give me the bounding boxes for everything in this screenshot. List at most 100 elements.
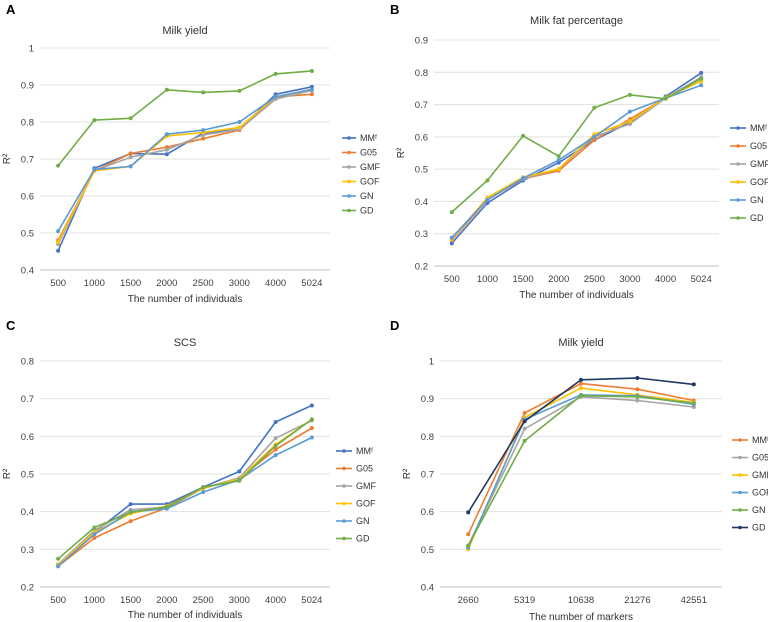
y-tick-label: 0.7 xyxy=(421,470,434,481)
data-point xyxy=(449,210,454,215)
x-tick-label: 5024 xyxy=(301,595,322,606)
legend-marker xyxy=(347,194,351,198)
data-point xyxy=(522,426,527,431)
y-tick-label: 1 xyxy=(29,44,34,55)
y-tick-label: 0.5 xyxy=(21,470,34,481)
y-tick-label: 0.6 xyxy=(21,192,34,203)
y-tick-label: 0.3 xyxy=(415,229,428,240)
legend-item: GD xyxy=(732,523,766,533)
legend-label: G05 xyxy=(752,453,768,463)
series-line xyxy=(57,418,313,560)
series-line xyxy=(451,77,702,241)
data-point xyxy=(237,125,242,130)
y-tick-label: 0.3 xyxy=(21,545,34,556)
data-point xyxy=(56,248,61,253)
legend-item: GN xyxy=(732,505,766,515)
series-GOF xyxy=(449,79,704,242)
x-axis-label: The number of individuals xyxy=(128,294,243,305)
data-point xyxy=(309,87,314,92)
x-tick-label: 1500 xyxy=(512,274,533,285)
chart-panel-B: B Milk fat percentage 0.2 0.3 0.4 0.5 0.6 0.7 0.… xyxy=(390,2,768,301)
data-point xyxy=(128,151,133,156)
data-point xyxy=(579,377,583,382)
y-tick-label: 0.9 xyxy=(21,81,34,92)
legend-label: GMF xyxy=(750,159,768,169)
x-tick-label: 5024 xyxy=(301,278,322,289)
data-point xyxy=(635,394,640,399)
data-point xyxy=(128,164,133,169)
legend-marker xyxy=(736,126,740,130)
x-tick-label: 500 xyxy=(444,274,460,285)
series-GD xyxy=(56,68,314,168)
data-point xyxy=(485,178,490,183)
legend-marker xyxy=(347,165,351,169)
data-point xyxy=(579,386,583,391)
data-point xyxy=(56,564,61,569)
legend-marker xyxy=(342,466,346,471)
series-GN xyxy=(56,87,314,234)
y-tick-label: 0.8 xyxy=(421,432,434,443)
y-axis-label: R² xyxy=(2,468,13,479)
data-point xyxy=(237,88,242,93)
y-tick-label: 0.6 xyxy=(415,132,428,143)
y-tick-label: 1 xyxy=(429,357,434,368)
chart-title: SCS xyxy=(174,337,197,349)
data-point xyxy=(164,132,169,137)
data-point xyxy=(92,118,97,123)
data-point xyxy=(273,420,278,425)
legend-marker xyxy=(347,208,351,213)
data-point xyxy=(273,453,278,458)
legend-label: G05 xyxy=(356,464,373,474)
legend-label: GD xyxy=(356,534,370,544)
series-G05 xyxy=(466,394,696,548)
legend-marker xyxy=(738,438,742,442)
data-point xyxy=(592,134,597,139)
series-GOF xyxy=(56,87,314,245)
y-tick-label: 0.7 xyxy=(21,394,34,405)
data-point xyxy=(699,76,704,81)
y-tick-label: 0.8 xyxy=(415,68,428,79)
x-tick-label: 4000 xyxy=(265,595,286,606)
y-tick-label: 0.8 xyxy=(21,118,34,129)
x-tick-label: 2500 xyxy=(193,278,214,289)
data-point xyxy=(449,241,454,246)
legend-label: GD xyxy=(750,213,764,223)
legend-label: GMF xyxy=(360,162,380,172)
panel-letter: D xyxy=(390,318,399,333)
data-point xyxy=(56,163,61,168)
legend-marker xyxy=(347,150,351,155)
legend-label: GOF xyxy=(752,488,768,498)
legend-label: GD xyxy=(360,206,374,216)
data-point xyxy=(579,381,583,386)
data-point xyxy=(56,240,61,245)
data-point xyxy=(635,387,640,392)
series-G05 xyxy=(449,76,704,243)
data-point xyxy=(522,419,527,424)
y-tick-label: 0.7 xyxy=(415,100,428,111)
data-point xyxy=(164,147,169,152)
data-point xyxy=(237,120,242,124)
data-point xyxy=(164,504,169,509)
legend-item: GOF xyxy=(730,177,768,187)
data-point xyxy=(309,92,314,97)
legend-label: GN xyxy=(360,191,374,201)
data-point xyxy=(56,556,61,561)
legend-marker xyxy=(342,484,346,488)
legend-marker xyxy=(736,180,740,184)
series-line xyxy=(57,404,313,566)
legend-label: GN xyxy=(356,516,370,526)
data-point xyxy=(201,136,206,141)
data-point xyxy=(92,536,97,541)
data-point xyxy=(92,532,97,537)
data-point xyxy=(128,519,133,524)
x-tick-label: 2660 xyxy=(458,595,479,606)
data-point xyxy=(309,435,314,440)
series-GN xyxy=(466,393,696,548)
x-tick-label: 3000 xyxy=(229,278,250,289)
legend-label: MMᶠ xyxy=(752,435,768,445)
series-GD xyxy=(56,417,314,561)
data-point xyxy=(635,398,640,403)
data-point xyxy=(309,426,314,431)
legend-marker xyxy=(738,508,742,512)
